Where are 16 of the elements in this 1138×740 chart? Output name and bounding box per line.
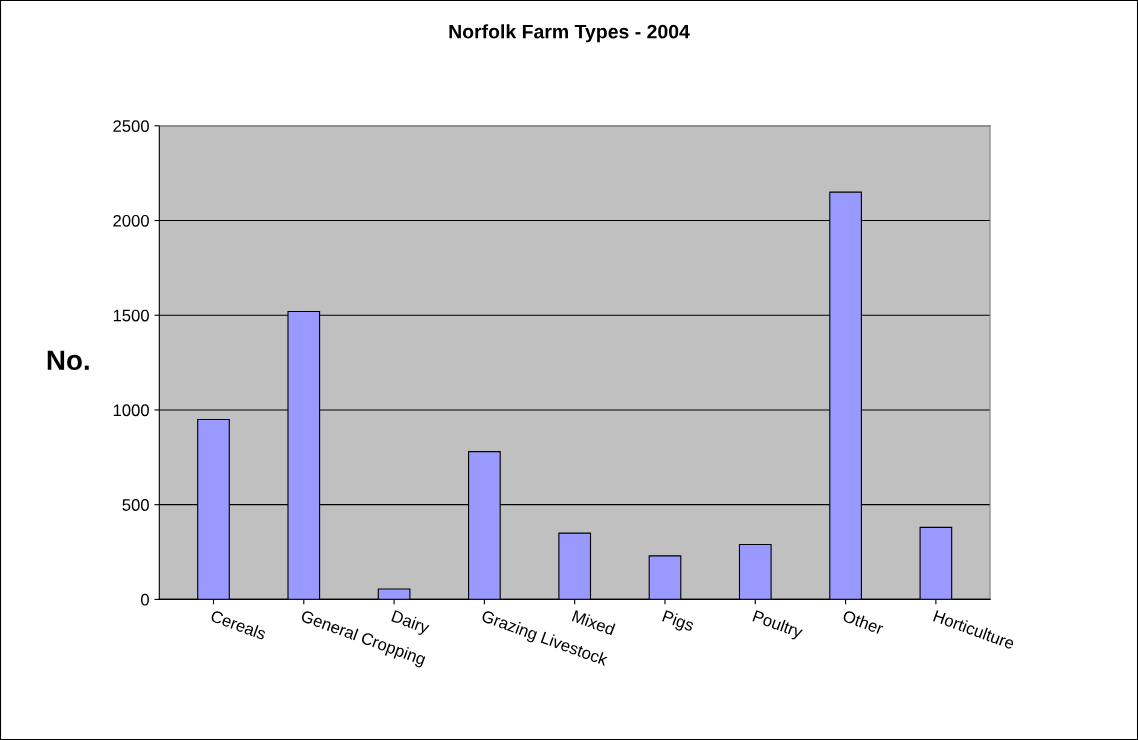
x-tick-label: Dairy [390, 609, 431, 638]
bar [377, 588, 411, 600]
y-tick-label: 0 [140, 593, 149, 606]
y-tick-label: 1000 [113, 404, 149, 417]
x-tick-label: Pigs [660, 609, 695, 635]
x-tick-label: Other [842, 609, 885, 635]
y-axis-title: No. [47, 350, 89, 371]
bar [738, 543, 772, 600]
y-tick-label: 2500 [113, 120, 149, 132]
bar [919, 526, 953, 600]
y-tick-label: 1500 [113, 309, 149, 322]
y-tick-label: 2000 [113, 214, 149, 227]
y-tick-label: 500 [122, 499, 149, 511]
bar [648, 555, 682, 600]
bar [558, 532, 592, 600]
chart-title: Norfolk Farm Types - 2004 [449, 24, 690, 43]
